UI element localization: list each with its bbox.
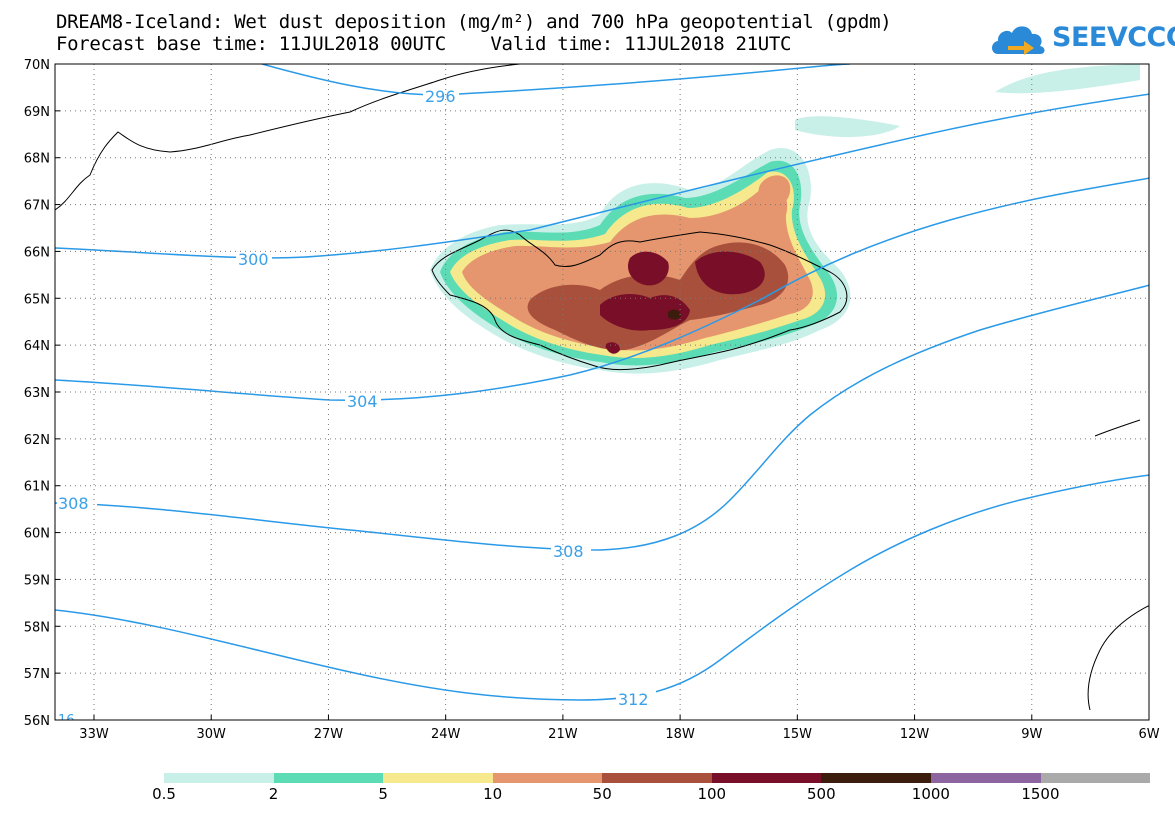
lat-tick-label: 61N	[24, 480, 50, 495]
cloud-arrow-icon	[992, 26, 1045, 55]
legend-label: 1500	[1021, 785, 1060, 803]
lat-tick-label: 67N	[24, 199, 50, 214]
lat-tick-label: 68N	[24, 152, 50, 167]
lat-tick-label: 65N	[24, 292, 50, 307]
legend-label: 5	[378, 785, 388, 803]
legend-swatch	[821, 773, 931, 783]
lat-tick-label: 57N	[24, 667, 50, 682]
lon-tick-label: 30W	[197, 727, 227, 742]
lon-tick-label: 27W	[314, 727, 344, 742]
dust-zone-100	[605, 342, 620, 354]
longitude-labels: 33W 30W 27W 24W 21W 18W 15W 12W 9W 6W	[79, 727, 1159, 742]
legend-label: 2	[268, 785, 279, 803]
dust-zone-100	[695, 251, 765, 295]
lon-tick-label: 33W	[79, 727, 109, 742]
contour-304	[55, 177, 1149, 401]
legend-swatch	[1040, 773, 1151, 783]
norway-coast	[1087, 419, 1149, 711]
lat-tick-label: 69N	[24, 105, 50, 120]
dust-zone-0.5	[795, 116, 900, 138]
legend-swatch	[164, 773, 274, 783]
axis-ticks	[55, 63, 1150, 721]
legend-swatch	[492, 773, 603, 783]
legend-swatch	[930, 773, 1041, 783]
lat-tick-label: 56N	[24, 714, 50, 729]
legend-swatch	[602, 773, 712, 783]
dust-zone-100	[627, 251, 669, 286]
contour-label-308: 308	[553, 542, 584, 561]
lat-tick-label: 62N	[24, 433, 50, 448]
lat-tick-label: 59N	[24, 573, 50, 588]
contour-308	[55, 284, 1149, 551]
legend-swatch	[711, 773, 822, 783]
map-content: 296 300 304 308 308 312 16	[55, 64, 1149, 728]
coastlines	[55, 64, 1149, 711]
lat-tick-label: 58N	[24, 620, 50, 635]
legend-label: 500	[807, 785, 836, 803]
lon-tick-label: 15W	[783, 727, 813, 742]
contour-label-300: 300	[238, 250, 269, 269]
color-legend	[164, 773, 1151, 783]
legend-label: 1000	[911, 785, 950, 803]
contour-label-304: 304	[347, 392, 378, 411]
map-title-line2: Forecast base time: 11JUL2018 00UTC Vali…	[56, 33, 792, 55]
dust-zone-10	[758, 175, 791, 207]
lat-tick-label: 66N	[24, 245, 50, 260]
contour-label-316: 16	[58, 713, 75, 728]
lon-tick-label: 24W	[431, 727, 461, 742]
legend-swatch	[273, 773, 384, 783]
lon-tick-label: 21W	[548, 727, 578, 742]
geopotential-contours	[55, 64, 1149, 701]
contour-312	[55, 474, 1149, 701]
legend-label: 100	[697, 785, 727, 803]
contour-label-296: 296	[425, 87, 456, 106]
iceland-coast	[431, 229, 848, 371]
contour-label-312: 312	[618, 690, 649, 709]
contour-labels: 296 300 304 308 308 312 16	[57, 87, 656, 728]
lat-tick-label: 64N	[24, 339, 50, 354]
lat-tick-label: 63N	[24, 386, 50, 401]
legend-label: 10	[483, 785, 503, 803]
legend-swatch	[383, 773, 493, 783]
lon-tick-label: 18W	[665, 727, 695, 742]
legend-label: 50	[592, 785, 612, 803]
dust-zone-500	[668, 309, 681, 320]
contour-label-308-left: 308	[58, 494, 89, 513]
lon-tick-label: 9W	[1021, 727, 1042, 742]
legend-label: 0.5	[152, 785, 176, 803]
latitude-labels: 70N 69N 68N 67N 66N 65N 64N 63N 62N 61N 60N 59N 58N 5…	[24, 58, 50, 729]
dust-zone-100	[600, 294, 690, 331]
logo-text: SEEVCCC	[1052, 22, 1175, 53]
dust-zone-0.5	[995, 64, 1140, 94]
contour-296	[261, 64, 851, 96]
greenland-coast	[55, 64, 521, 211]
map-title-line1: DREAM8-Iceland: Wet dust deposition (mg/…	[56, 11, 892, 33]
lat-tick-label: 60N	[24, 527, 50, 542]
lat-tick-label: 70N	[24, 58, 50, 73]
dust-deposition-shading	[430, 64, 1140, 374]
lon-tick-label: 12W	[900, 727, 930, 742]
lon-tick-label: 6W	[1138, 727, 1159, 742]
